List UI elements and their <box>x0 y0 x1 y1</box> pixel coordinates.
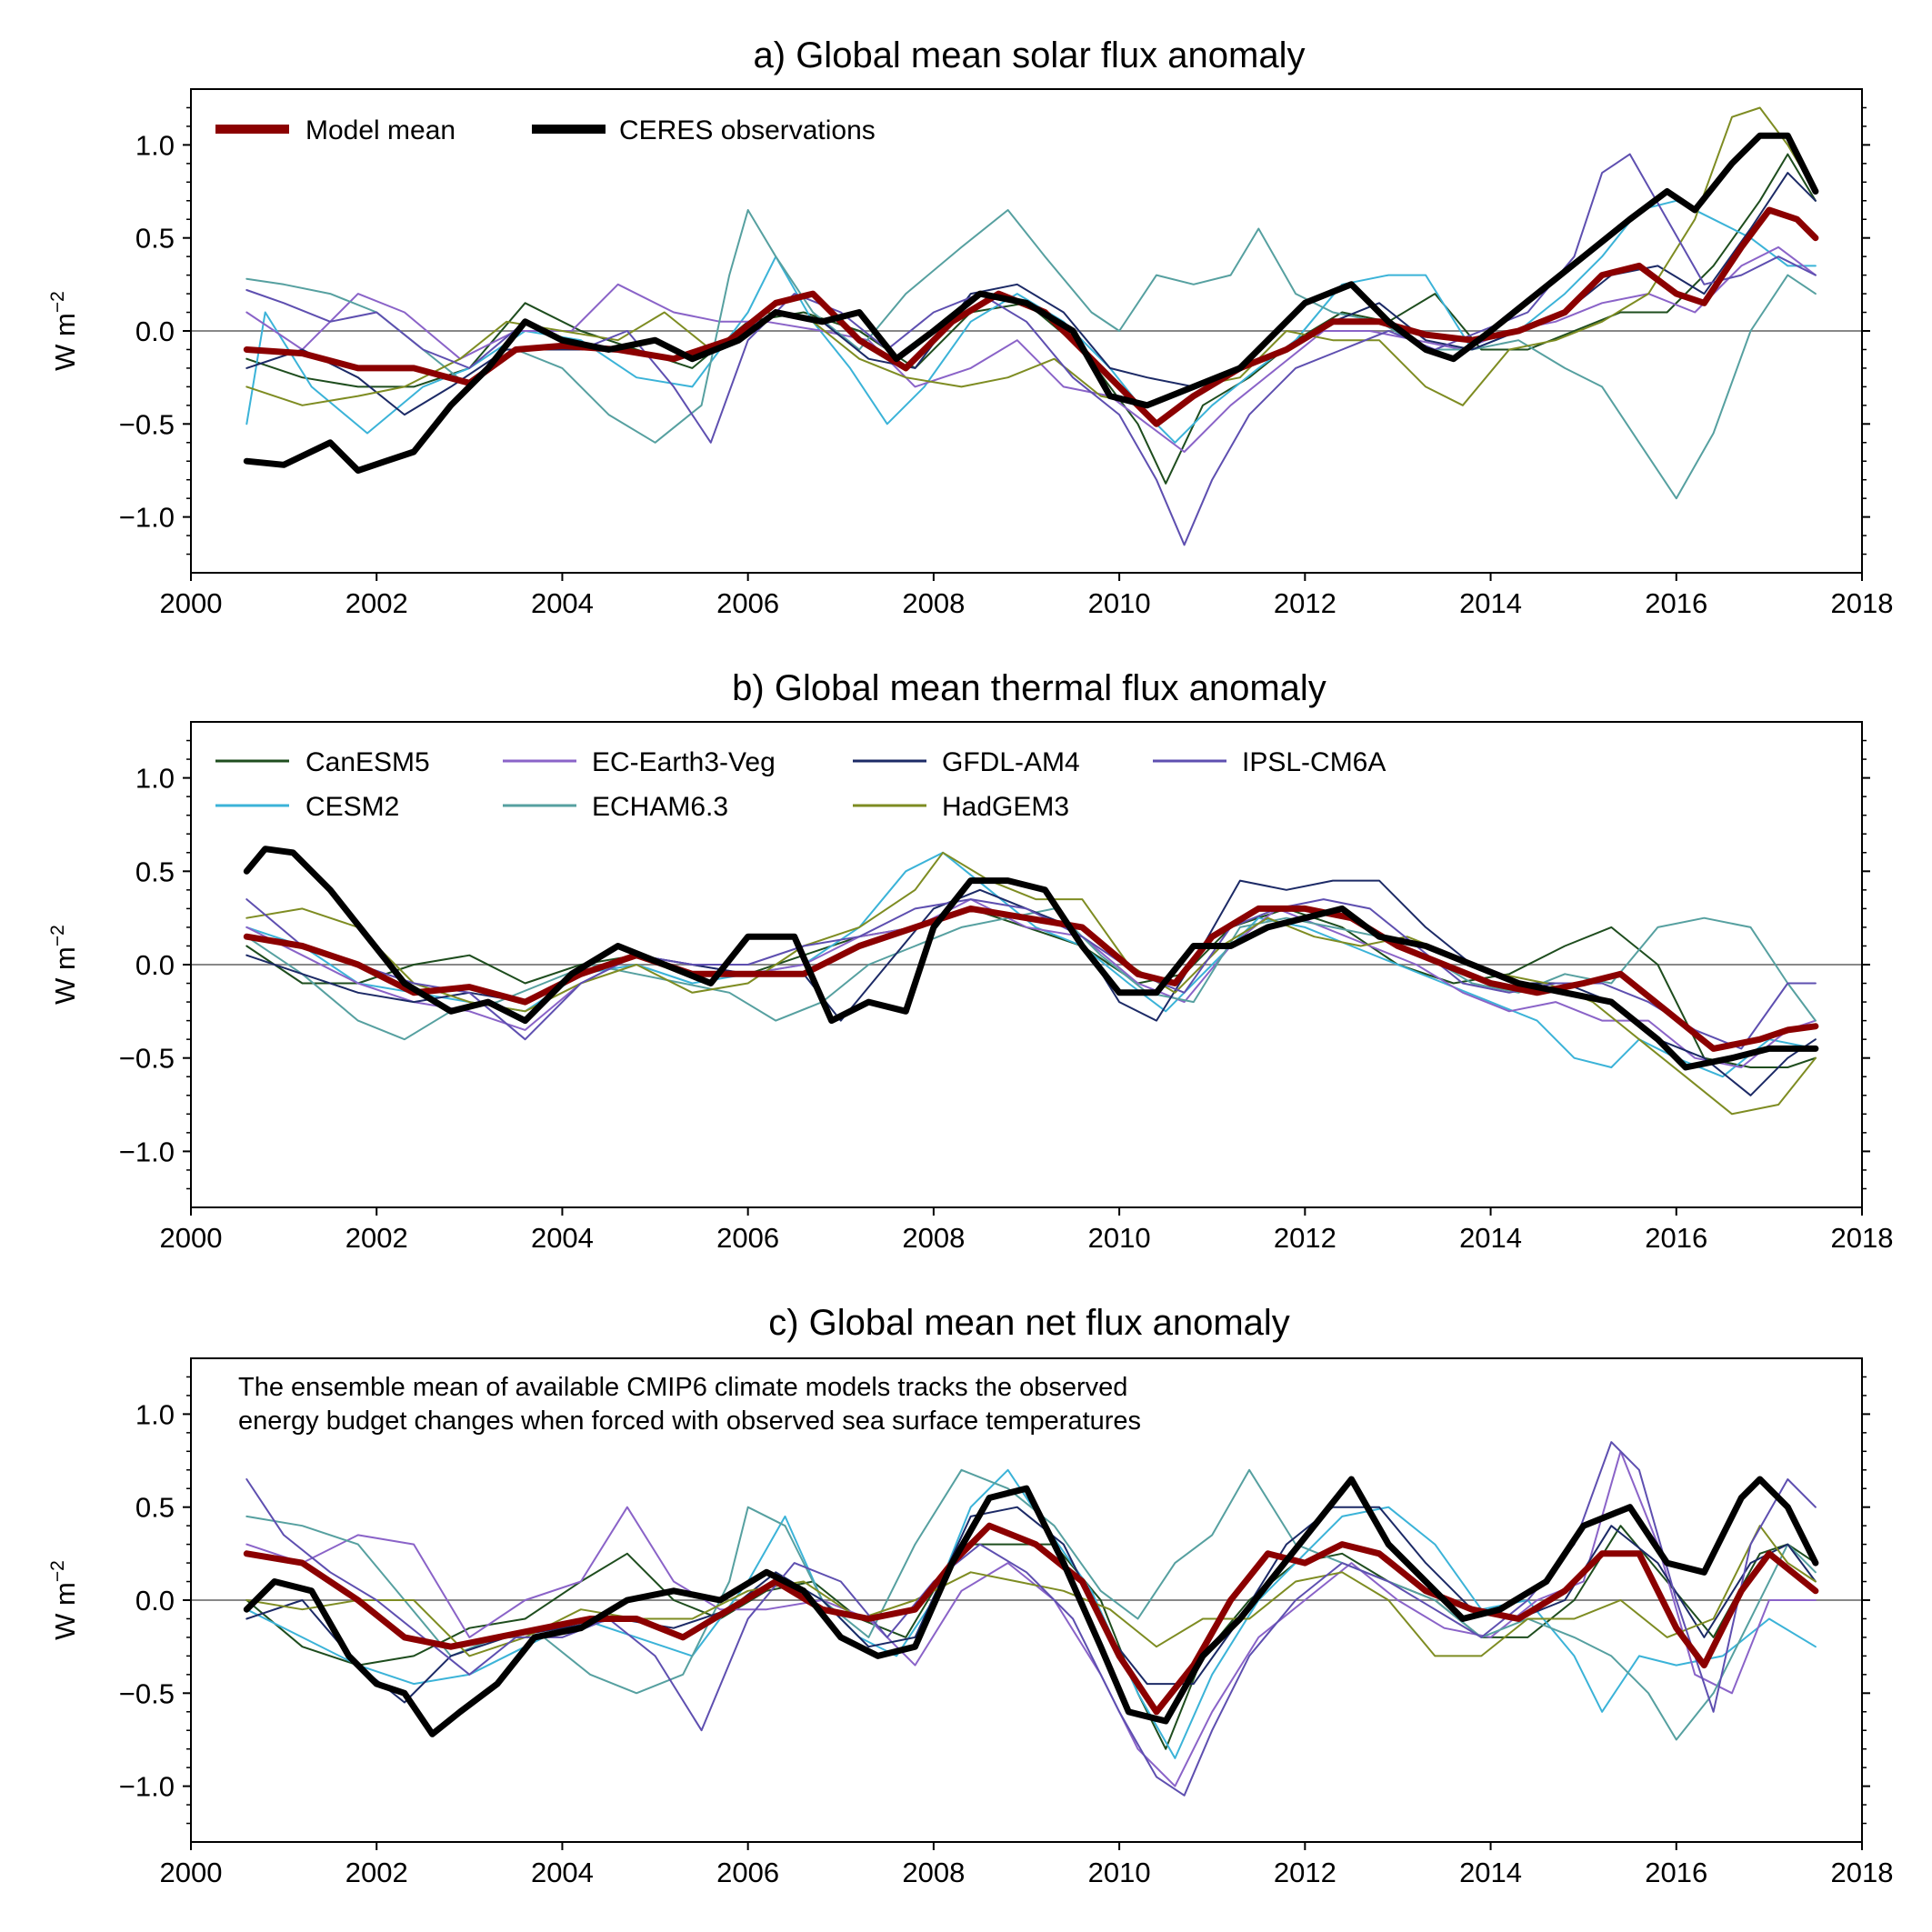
panel-b-xtick-label: 2010 <box>1088 1222 1151 1254</box>
panel-a-axes: 2000 2002 2004 2006 2008 2010 2012 2014 2016 2018… <box>119 106 1894 619</box>
panel-b-xtick-label: 2008 <box>902 1222 965 1254</box>
panel-c-ylabel: W m−2 <box>47 1560 81 1640</box>
panel-a-ylabel-exp: −2 <box>47 291 68 313</box>
panel-a-xtick-label: 2014 <box>1459 587 1522 619</box>
legend-label-ipsl-cm6a: IPSL-CM6A <box>1242 747 1386 777</box>
panel-a-series-ipsl-cm6a <box>245 153 1817 546</box>
panel-a-ytick-label: 0.0 <box>135 315 175 347</box>
panel-b-ytick-label: −0.5 <box>119 1043 175 1075</box>
panel-c-annotation-line2: energy budget changes when forced with o… <box>238 1406 1141 1436</box>
panel-c-axes: 2000 2002 2004 2006 2008 2010 2012 2014 2016 2018… <box>119 1376 1894 1888</box>
panel-c-series-echam6-3 <box>245 1468 1817 1741</box>
panel-c-series-cesm2 <box>245 1468 1817 1759</box>
panel-b-xtick-label: 2006 <box>716 1222 779 1254</box>
panel-a-xtick-label: 2006 <box>716 587 779 619</box>
panel-a-ylabel: W m−2 <box>47 291 81 371</box>
panel-a-xtick-label: 2002 <box>345 587 408 619</box>
panel-a-ylabel-main: W m <box>49 313 81 371</box>
legend-label-hadgem3: HadGEM3 <box>942 792 1069 822</box>
panel-a-series-cesm2 <box>245 199 1817 444</box>
legend-label-model-mean: Model mean <box>305 115 455 145</box>
legend-label-gfdl-am4: GFDL-AM4 <box>942 747 1080 777</box>
panel-b-xtick-label: 2002 <box>345 1222 408 1254</box>
panel-b-xtick-label: 2018 <box>1831 1222 1894 1254</box>
panel-b-xtick-label: 2012 <box>1274 1222 1336 1254</box>
panel-b-xtick-label: 2004 <box>531 1222 594 1254</box>
panel-c: c) Global mean net flux anomaly W m−2 Th… <box>47 1303 1893 1888</box>
panel-b-xtick-label: 2000 <box>160 1222 223 1254</box>
panel-c-ylabel-main: W m <box>49 1582 81 1640</box>
panel-c-series-model-mean <box>243 1522 1819 1716</box>
panel-c-series-ipsl-cm6a <box>245 1441 1817 1797</box>
panel-b-xtick-label: 2014 <box>1459 1222 1522 1254</box>
panel-b-ylabel: W m−2 <box>47 925 81 1005</box>
panel-c-series-canesm5 <box>245 1525 1817 1750</box>
panel-b-ytick-label: 0.0 <box>135 949 175 981</box>
panel-c-ylabel-exp: −2 <box>47 1560 68 1582</box>
panel-b-ytick-label: −1.0 <box>119 1136 175 1167</box>
panel-a-xtick-label: 2004 <box>531 587 594 619</box>
panel-a-series-model-mean <box>243 206 1819 427</box>
panel-c-xtick-label: 2004 <box>531 1857 594 1888</box>
panel-a-xtick-label: 2008 <box>902 587 965 619</box>
panel-a-ytick-label: 0.5 <box>135 223 175 255</box>
panel-c-xtick-label: 2008 <box>902 1857 965 1888</box>
legend-label-echam63: ECHAM6.3 <box>592 792 728 822</box>
panel-b-series-ec-earth3-veg <box>245 898 1817 1068</box>
panel-c-ytick-label: 0.5 <box>135 1492 175 1524</box>
panel-a-xtick-label: 2018 <box>1831 587 1894 619</box>
panel-c-xtick-label: 2014 <box>1459 1857 1522 1888</box>
panel-b-axes: 2000 2002 2004 2006 2008 2010 2012 2014 2016 2018… <box>119 739 1894 1254</box>
panel-a-series-ceres-observations <box>243 132 1819 474</box>
panel-c-xtick-label: 2000 <box>160 1857 223 1888</box>
panel-a-series-echam6-3 <box>245 209 1817 500</box>
panel-b-ytick-label: 1.0 <box>135 763 175 795</box>
panel-c-xtick-label: 2018 <box>1831 1857 1894 1888</box>
svg-text:W m−2: W m−2 <box>47 925 81 1005</box>
panel-c-xtick-label: 2016 <box>1645 1857 1707 1888</box>
svg-text:W m−2: W m−2 <box>47 1560 81 1640</box>
panel-c-xtick-label: 2012 <box>1274 1857 1336 1888</box>
panel-a-series <box>191 106 1862 546</box>
panel-a-xtick-label: 2016 <box>1645 587 1707 619</box>
panel-c-ytick-label: 0.0 <box>135 1585 175 1617</box>
panel-c-xtick-label: 2010 <box>1088 1857 1151 1888</box>
panel-b-ylabel-exp: −2 <box>47 925 68 946</box>
legend-label-ceres: CERES observations <box>619 115 876 145</box>
panel-b-legend: CanESM5 CESM2 EC-Earth3-Veg ECHAM6.3 GFD… <box>215 747 1386 822</box>
panel-b-ytick-label: 0.5 <box>135 856 175 887</box>
legend-label-ec-earth3-veg: EC-Earth3-Veg <box>592 747 776 777</box>
panel-c-title: c) Global mean net flux anomaly <box>768 1303 1290 1343</box>
panel-c-xtick-label: 2006 <box>716 1857 779 1888</box>
panel-c-ytick-label: 1.0 <box>135 1398 175 1430</box>
panel-c-ytick-label: −0.5 <box>119 1677 175 1709</box>
legend-label-cesm2: CESM2 <box>305 792 399 822</box>
panel-a-title: a) Global mean solar flux anomaly <box>754 35 1306 75</box>
panel-c-series <box>191 1441 1862 1797</box>
panel-b-series-ceres-observations <box>243 846 1819 1071</box>
panel-c-annotation-line1: The ensemble mean of available CMIP6 cli… <box>238 1373 1127 1402</box>
panel-a: a) Global mean solar flux anomaly W m−2 … <box>47 35 1893 619</box>
panel-b-ylabel-main: W m <box>49 946 81 1005</box>
panel-a-legend: Model mean CERES observations <box>215 115 876 145</box>
panel-b-series <box>191 846 1862 1116</box>
svg-text:W m−2: W m−2 <box>47 291 81 371</box>
panel-a-ytick-label: −1.0 <box>119 502 175 534</box>
panel-b-xtick-label: 2016 <box>1645 1222 1707 1254</box>
panel-a-xtick-label: 2012 <box>1274 587 1336 619</box>
panel-c-xtick-label: 2002 <box>345 1857 408 1888</box>
panel-c-series-ceres-observations <box>243 1476 1819 1737</box>
panel-a-ytick-label: 1.0 <box>135 129 175 161</box>
panel-a-xtick-label: 2010 <box>1088 587 1151 619</box>
panel-b: b) Global mean thermal flux anomaly W m−… <box>47 668 1893 1254</box>
panel-a-ytick-label: −0.5 <box>119 408 175 440</box>
panel-a-xtick-label: 2000 <box>160 587 223 619</box>
panel-c-ytick-label: −1.0 <box>119 1771 175 1803</box>
panel-b-series-model-mean <box>243 905 1819 1052</box>
panel-b-title: b) Global mean thermal flux anomaly <box>732 668 1326 708</box>
panel-a-series-canesm5 <box>245 153 1817 485</box>
legend-label-canesm5: CanESM5 <box>305 747 430 777</box>
